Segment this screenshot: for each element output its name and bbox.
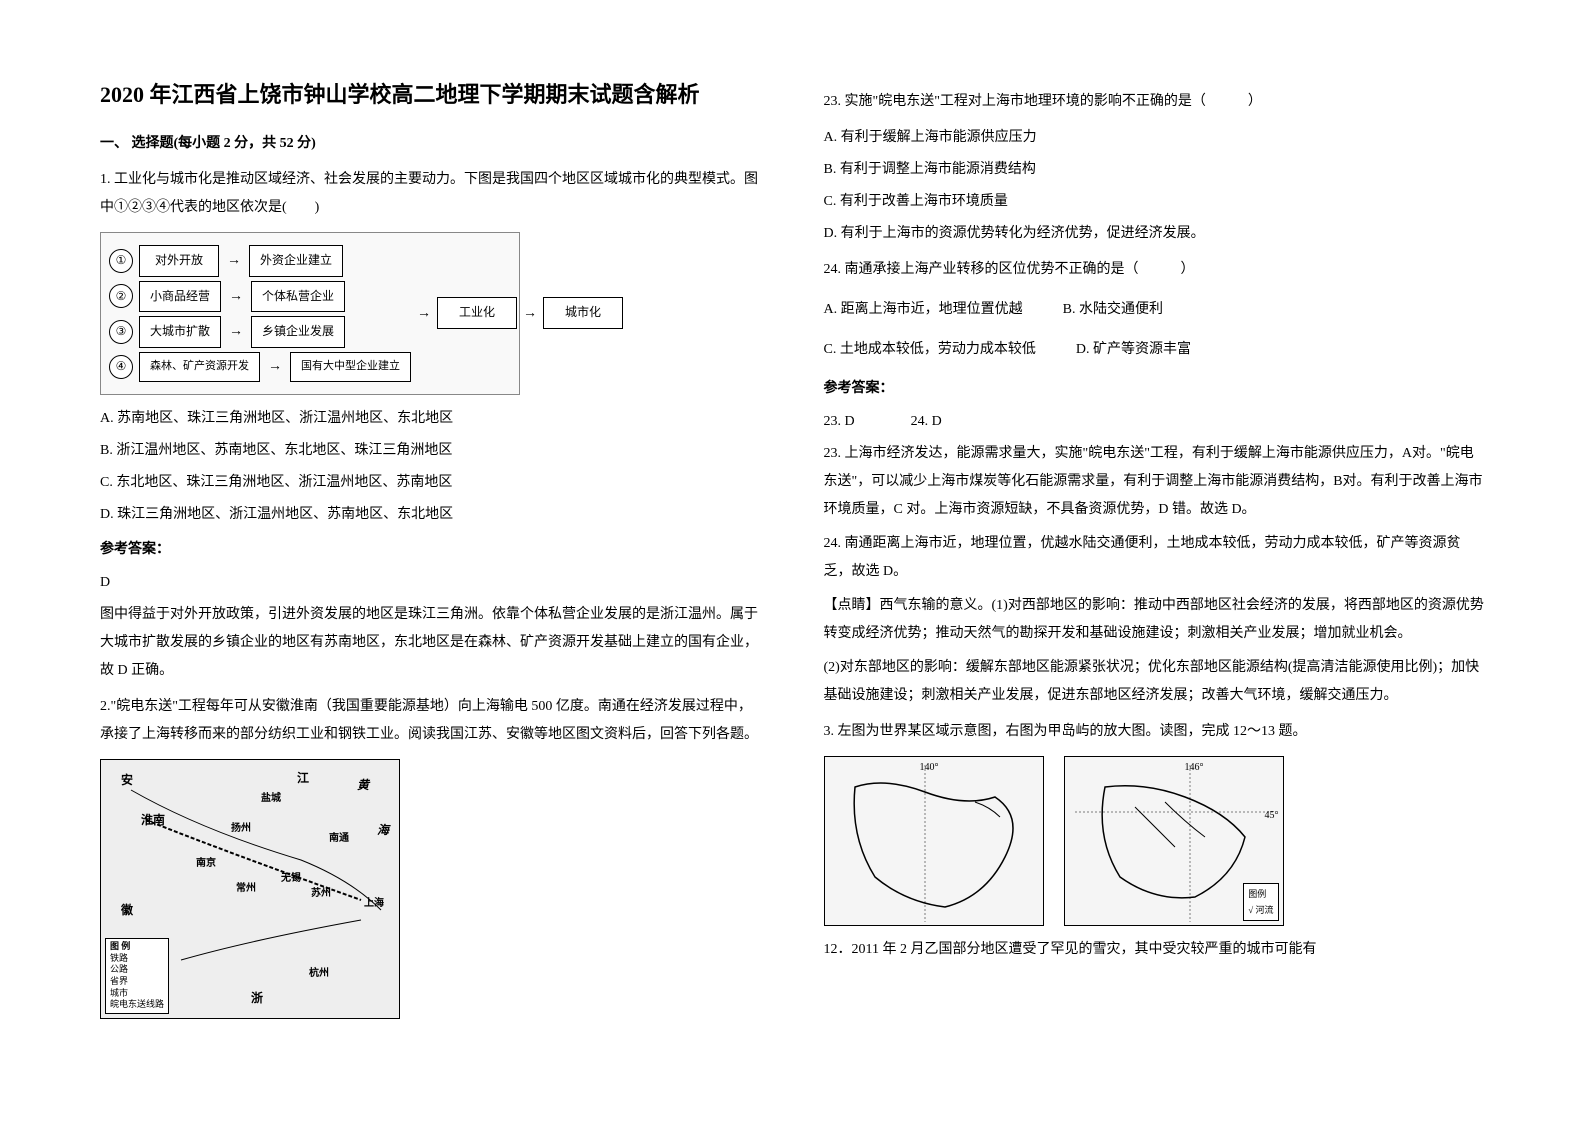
tip2: (2)对东部地区的影响：缓解东部地区能源紧张状况；优化东部地区能源结构(提高清洁… <box>824 654 1488 710</box>
flow-row-4: ④ 森林、矿产资源开发 → 国有大中型企业建立 <box>109 352 411 382</box>
q23-text: 23. 实施"皖电东送"工程对上海市地理环境的影响不正确的是（ ） <box>824 88 1488 116</box>
arrow-icon: → <box>225 248 243 273</box>
flow-num-3: ③ <box>109 320 133 344</box>
q3-text: 3. 左图为世界某区域示意图，右图为甲岛屿的放大图。读图，完成 12～13 题。 <box>824 718 1488 746</box>
q1-option-c: C. 东北地区、珠江三角洲地区、浙江温州地区、苏南地区 <box>100 469 764 497</box>
flow-box-4a: 森林、矿产资源开发 <box>139 352 260 382</box>
flow-box-3a: 大城市扩散 <box>139 316 221 348</box>
flow-row-3: ③ 大城市扩散 → 乡镇企业发展 <box>109 316 411 348</box>
answers2-label: 参考答案： <box>824 376 1488 401</box>
q2-text: 2."皖电东送"工程每年可从安徽淮南（我国重要能源基地）向上海输电 500 亿度… <box>100 693 764 749</box>
q1-answer: D <box>100 570 764 595</box>
page-container: 2020 年江西省上饶市钟山学校高二地理下学期期末试题含解析 一、 选择题(每小… <box>0 0 1587 1069</box>
map1-outline <box>825 757 1043 925</box>
q24-option-d: D. 矿产等资源丰富 <box>1076 336 1191 364</box>
answers2-line: 23. D 24. D <box>824 409 1488 434</box>
document-title: 2020 年江西省上饶市钟山学校高二地理下学期期末试题含解析 <box>100 80 764 111</box>
flow-box-2b: 个体私营企业 <box>251 281 345 313</box>
flow-box-1b: 外资企业建立 <box>249 245 343 277</box>
flow-num-1: ① <box>109 249 133 273</box>
q24-options-row2: C. 土地成本较低，劳动力成本较低 D. 矿产等资源丰富 <box>824 332 1488 368</box>
flow-box-1a: 对外开放 <box>139 245 219 277</box>
flow-row-1: ① 对外开放 → 外资企业建立 <box>109 245 411 277</box>
map-legend: 图 例 铁路 公路 省界 城市 皖电东送线路 <box>105 938 169 1014</box>
q12-text: 12．2011 年 2 月乙国部分地区遭受了罕见的雪灾，其中受灾较严重的城市可能… <box>824 936 1488 964</box>
flow-num-2: ② <box>109 284 133 308</box>
arrow-icon: → <box>227 284 245 309</box>
map2-legend: 图例 √ 河流 <box>1243 883 1278 921</box>
q24-options-row1: A. 距离上海市近，地理位置优越 B. 水陆交通便利 <box>824 292 1488 328</box>
q3-map-right: 146° 45° 图例 √ 河流 <box>1064 756 1284 926</box>
q1-flowchart: ① 对外开放 → 外资企业建立 ② 小商品经营 → 个体私营企业 ③ 大城市扩散 <box>100 232 520 395</box>
map2-legend-item: √ 河流 <box>1248 902 1273 918</box>
arrow-icon: → <box>227 319 245 344</box>
tip: 【点睛】西气东输的意义。(1)对西部地区的影响：推动中西部地区社会经济的发展，将… <box>824 592 1488 648</box>
q1-answer-label: 参考答案： <box>100 537 764 562</box>
q3-map-left: 140° <box>824 756 1044 926</box>
q3-dual-map: 140° 146° 45° 图例 <box>824 756 1488 926</box>
left-column: 2020 年江西省上饶市钟山学校高二地理下学期期末试题含解析 一、 选择题(每小… <box>100 80 764 1029</box>
legend-items: 铁路 公路 省界 城市 皖电东送线路 <box>110 953 164 1011</box>
q1-option-b: B. 浙江温州地区、苏南地区、东北地区、珠江三角洲地区 <box>100 437 764 465</box>
q23-option-c: C. 有利于改善上海市环境质量 <box>824 188 1488 216</box>
flow-row-2: ② 小商品经营 → 个体私营企业 <box>109 281 411 313</box>
q24-option-b: B. 水陆交通便利 <box>1063 296 1163 324</box>
flow-end-2: 城市化 <box>543 297 623 329</box>
flow-box-3b: 乡镇企业发展 <box>251 316 345 348</box>
arrow-icon: → <box>415 301 433 326</box>
q23-option-b: B. 有利于调整上海市能源消费结构 <box>824 156 1488 184</box>
q1-text: 1. 工业化与城市化是推动区域经济、社会发展的主要动力。下图是我国四个地区区域城… <box>100 166 764 222</box>
q24-text: 24. 南通承接上海产业转移的区位优势不正确的是（ ） <box>824 256 1488 284</box>
legend-title: 图 例 <box>110 941 164 953</box>
arrow-icon: → <box>521 301 539 326</box>
flow-num-4: ④ <box>109 355 133 379</box>
flow-end-boxes: 工业化 → 城市化 <box>437 241 623 386</box>
arrow-icon: → <box>266 354 284 379</box>
q1-option-d: D. 珠江三角洲地区、浙江温州地区、苏南地区、东北地区 <box>100 501 764 529</box>
q24-option-a: A. 距离上海市近，地理位置优越 <box>824 296 1023 324</box>
exp23: 23. 上海市经济发达，能源需求量大，实施"皖电东送"工程，有利于缓解上海市能源… <box>824 440 1488 524</box>
q2-map: 安 徽 淮南 江 浙 杭州 南京 常州 无锡 苏州 上海 南通 扬州 盐城 黄 … <box>100 759 400 1019</box>
flow-box-2a: 小商品经营 <box>139 281 221 313</box>
q1-option-a: A. 苏南地区、珠江三角洲地区、浙江温州地区、东北地区 <box>100 405 764 433</box>
q23-option-a: A. 有利于缓解上海市能源供应压力 <box>824 124 1488 152</box>
flow-box-4b: 国有大中型企业建立 <box>290 352 411 382</box>
right-column: 23. 实施"皖电东送"工程对上海市地理环境的影响不正确的是（ ） A. 有利于… <box>824 80 1488 1029</box>
q1-explanation: 图中得益于对外开放政策，引进外资发展的地区是珠江三角洲。依靠个体私营企业发展的是… <box>100 601 764 685</box>
q24-option-c: C. 土地成本较低，劳动力成本较低 <box>824 336 1036 364</box>
exp24: 24. 南通距离上海市近，地理位置，优越水陆交通便利，土地成本较低，劳动力成本较… <box>824 530 1488 586</box>
flow-side: → <box>415 241 433 386</box>
flow-end-1: 工业化 <box>437 297 517 329</box>
section-header: 一、 选择题(每小题 2 分，共 52 分) <box>100 131 764 156</box>
map2-legend-title: 图例 <box>1248 886 1273 902</box>
q23-option-d: D. 有利于上海市的资源优势转化为经济优势，促进经济发展。 <box>824 220 1488 248</box>
